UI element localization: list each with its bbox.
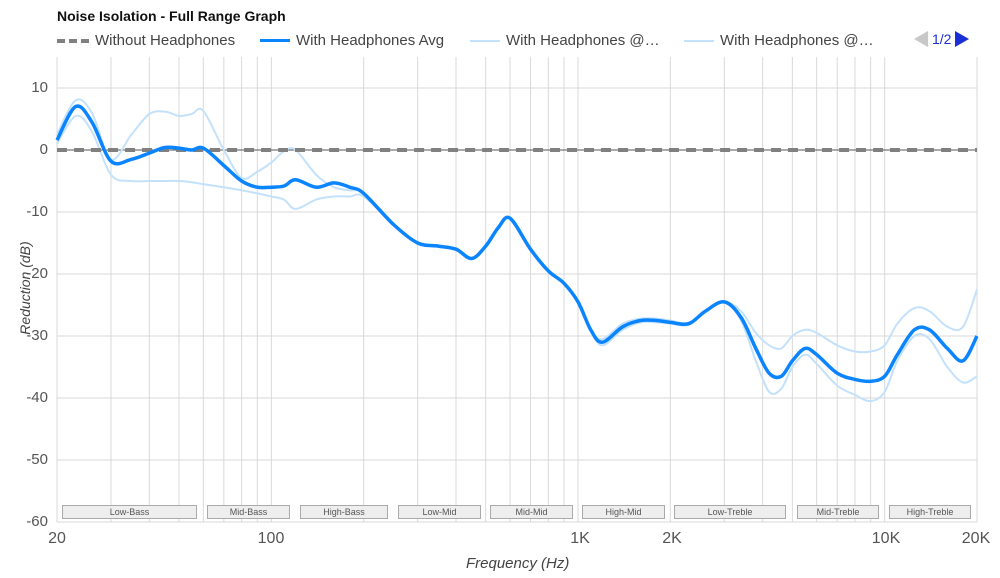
x-tick: 20K bbox=[961, 530, 991, 547]
chart-title: Noise Isolation - Full Range Graph bbox=[57, 8, 286, 24]
legend-label: Without Headphones bbox=[95, 32, 236, 49]
y-tick: -10 bbox=[26, 203, 48, 220]
y-tick: -50 bbox=[26, 451, 48, 468]
band-low-treble: Low-Treble bbox=[674, 505, 786, 519]
solid-line-swatch-icon bbox=[260, 39, 290, 42]
band-high-mid: High-Mid bbox=[582, 505, 665, 519]
pager-label: 1/2 bbox=[932, 31, 952, 47]
legend-pager: 1/2 bbox=[914, 31, 970, 47]
band-low-mid: Low-Mid bbox=[398, 505, 481, 519]
y-tick: -20 bbox=[26, 265, 48, 282]
triangle-left-icon[interactable] bbox=[914, 31, 928, 47]
x-tick: 1K bbox=[570, 530, 590, 547]
legend-item-without-headphones[interactable]: Without Headphones bbox=[57, 32, 235, 49]
y-tick: -30 bbox=[26, 327, 48, 344]
legend: Without Headphones With Headphones Avg W… bbox=[57, 32, 987, 52]
x-tick: 2K bbox=[662, 530, 682, 547]
legend-label: With Headphones @… bbox=[506, 32, 660, 49]
y-tick: 0 bbox=[39, 141, 48, 158]
series-line bbox=[56, 114, 978, 403]
legend-label: With Headphones @… bbox=[720, 32, 874, 49]
y-tick: 10 bbox=[31, 79, 48, 96]
legend-item-with-headphones-2[interactable]: With Headphones @… bbox=[684, 32, 874, 49]
series-lines bbox=[55, 98, 979, 403]
x-tick: 20 bbox=[48, 530, 66, 547]
legend-label: With Headphones Avg bbox=[296, 32, 445, 49]
grid-lines bbox=[56, 57, 978, 523]
x-tick: 100 bbox=[257, 530, 285, 547]
legend-item-with-headphones-1[interactable]: With Headphones @… bbox=[470, 32, 660, 49]
y-tick: -40 bbox=[26, 389, 48, 406]
band-mid-bass: Mid-Bass bbox=[207, 505, 290, 519]
band-high-treble: High-Treble bbox=[889, 505, 971, 519]
band-low-bass: Low-Bass bbox=[62, 505, 197, 519]
band-high-bass: High-Bass bbox=[300, 505, 388, 519]
light-line-swatch-icon bbox=[684, 39, 714, 42]
x-tick: 10K bbox=[871, 530, 901, 547]
light-line-swatch-icon bbox=[470, 39, 500, 42]
triangle-right-icon[interactable] bbox=[955, 31, 970, 47]
y-tick: -60 bbox=[26, 513, 48, 530]
series-line bbox=[55, 104, 979, 384]
x-axis-label: Frequency (Hz) bbox=[466, 555, 570, 572]
dashed-line-swatch-icon bbox=[57, 38, 89, 43]
band-mid-treble: Mid-Treble bbox=[797, 505, 879, 519]
legend-item-with-headphones-avg[interactable]: With Headphones Avg bbox=[260, 32, 444, 49]
band-mid-mid: Mid-Mid bbox=[490, 505, 573, 519]
